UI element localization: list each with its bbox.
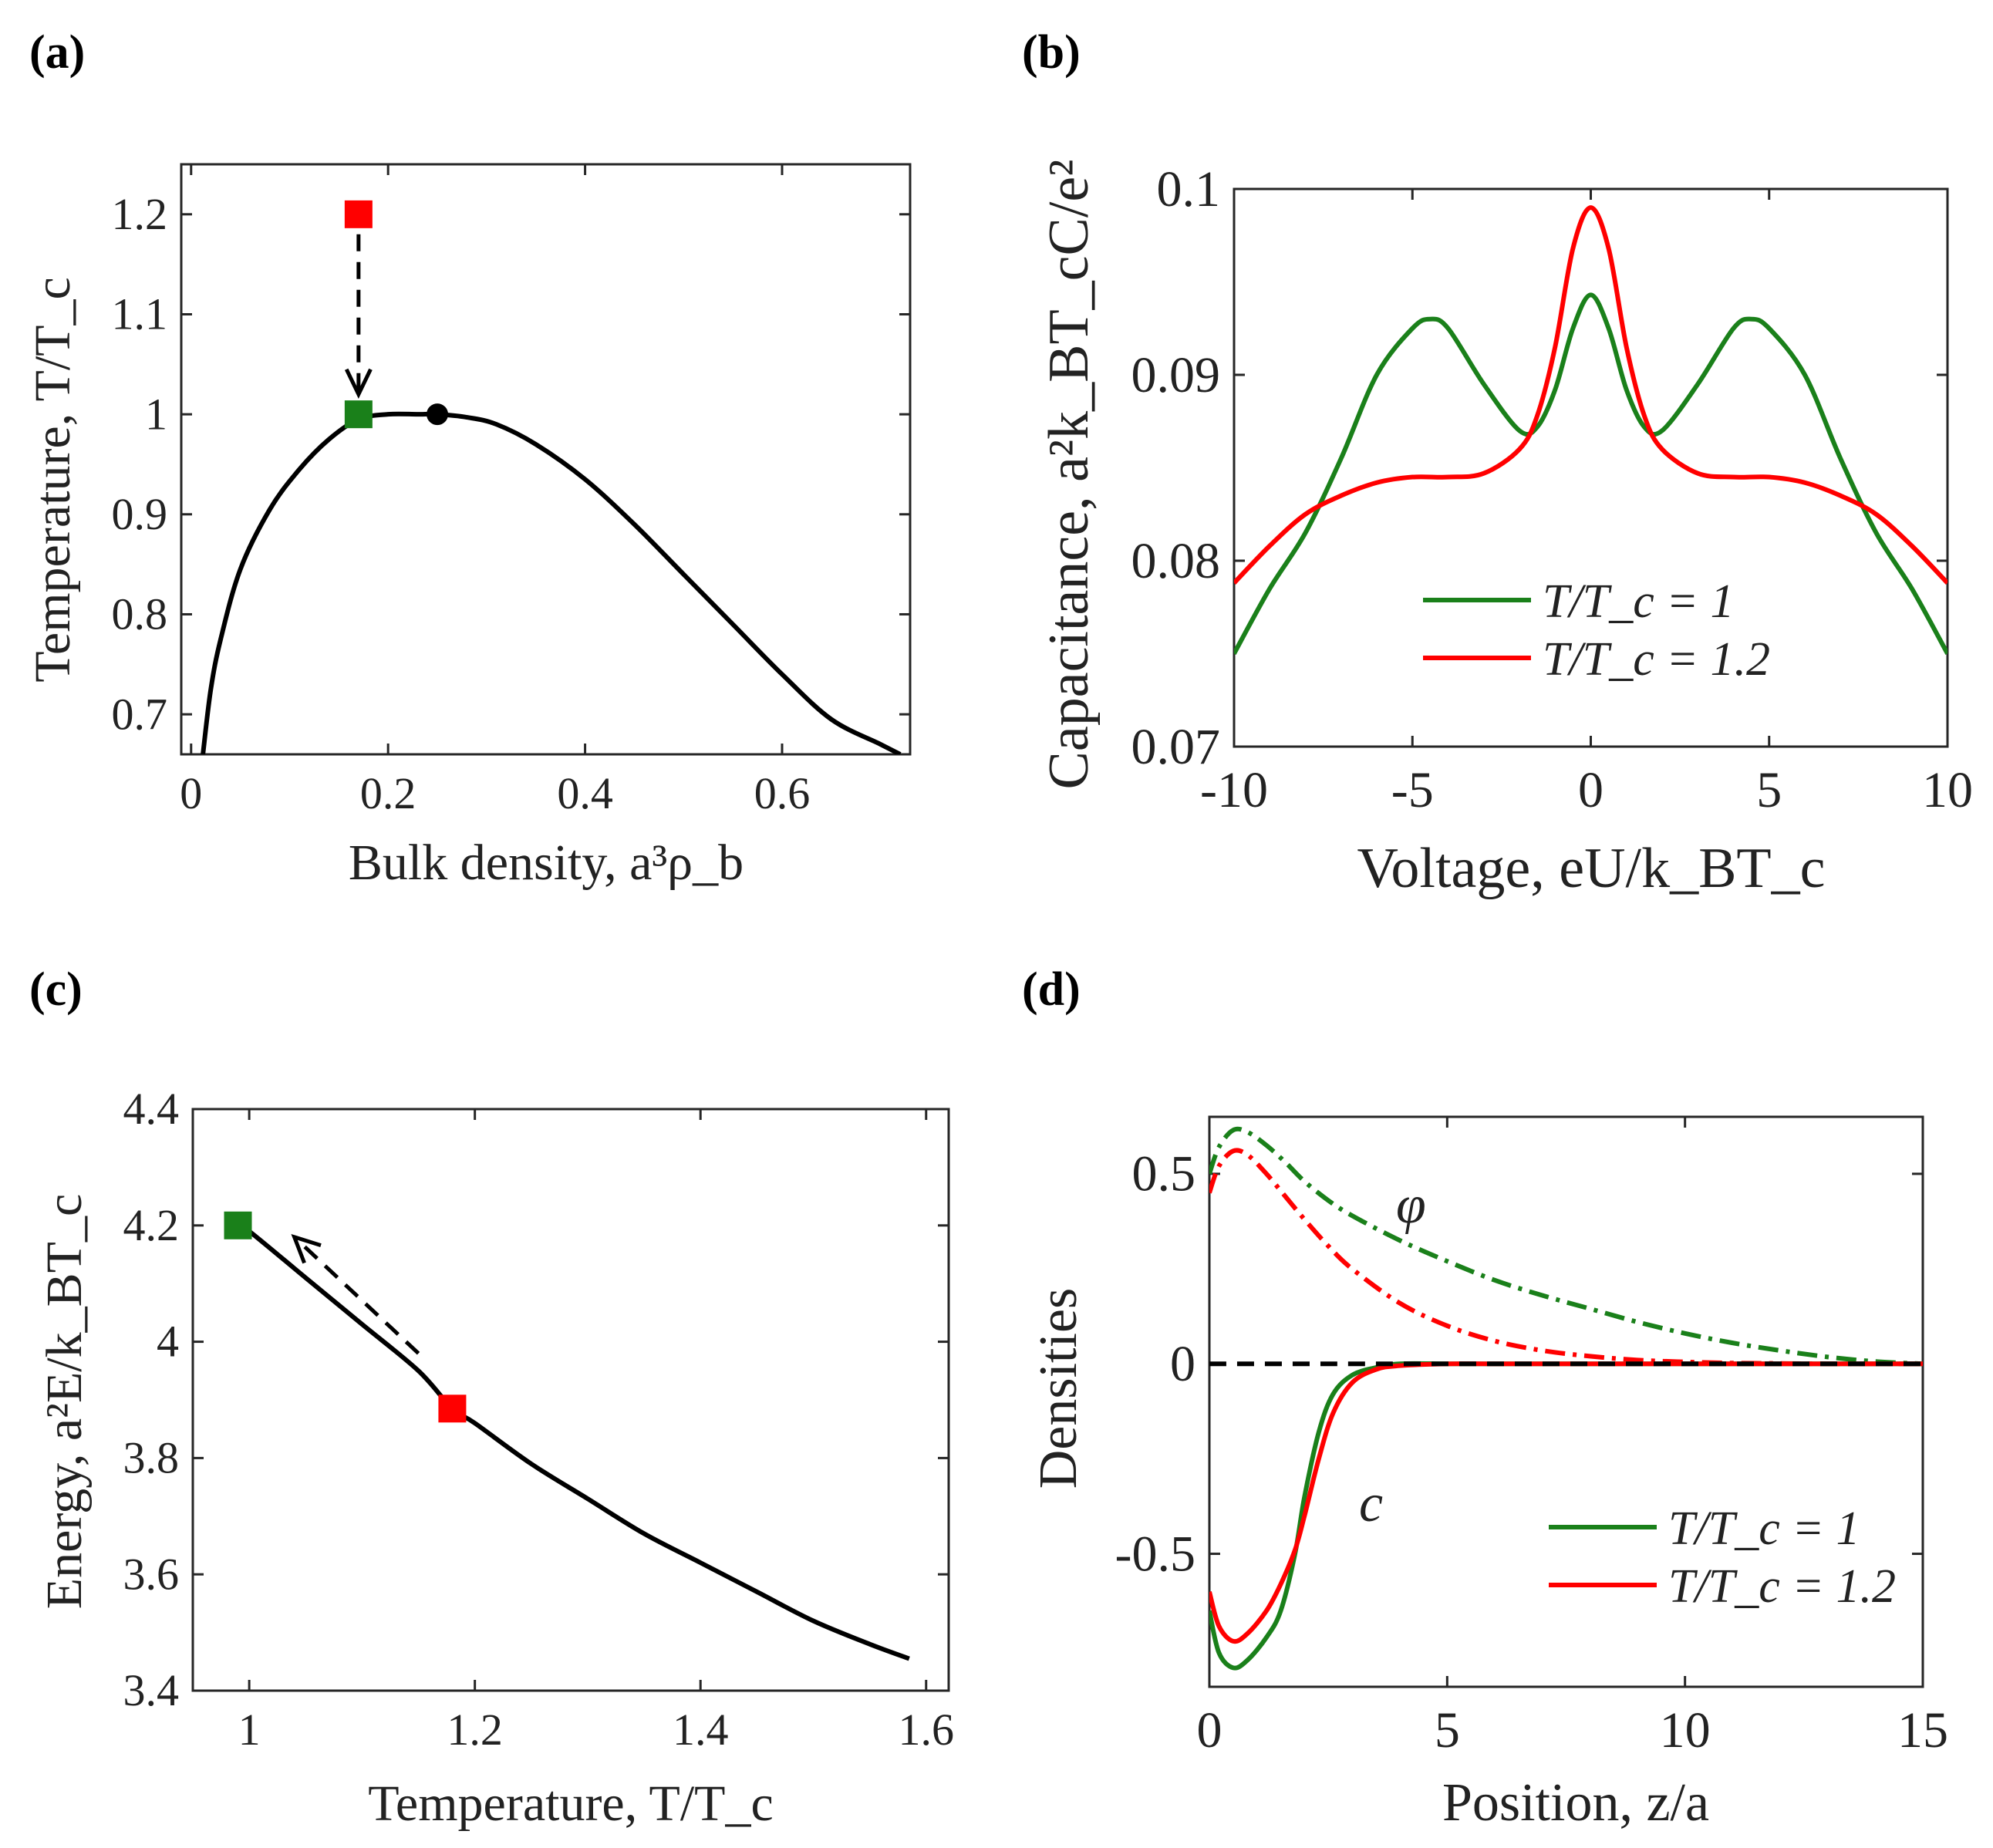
panel-c-label: (c) bbox=[29, 963, 83, 1016]
panel-b-ytick-label: 0.08 bbox=[1131, 533, 1221, 589]
panel-b-series-line bbox=[1234, 205, 1947, 585]
panel-b-ytick-label: 0.09 bbox=[1131, 347, 1221, 403]
panel-c-xtick-label: 1 bbox=[238, 1705, 261, 1755]
panel-c-arrow-shaft bbox=[292, 1236, 420, 1355]
panel-d-ytick-label: 0 bbox=[1170, 1336, 1195, 1392]
panel-b-ylabel: Capacitance, a²k_BT_cC/e² bbox=[1037, 160, 1101, 790]
panel-c-arrow-head bbox=[291, 1233, 322, 1264]
panel-c-axes-frame bbox=[191, 1108, 950, 1692]
panel-d-xtick-label: 5 bbox=[1435, 1702, 1460, 1759]
panel-a-ytick-label: 1 bbox=[145, 389, 167, 439]
panel-c-xtick-label: 1.4 bbox=[673, 1705, 729, 1755]
panel-b-ytick-label: 0.1 bbox=[1157, 161, 1221, 218]
panel-b-xtick-label: 5 bbox=[1756, 762, 1782, 818]
panel-b-xlabel: Voltage, eU/k_BT_c bbox=[1357, 837, 1826, 900]
panel-b-xtick-label: 0 bbox=[1578, 762, 1604, 818]
panel-a-xlabel: Bulk density, a³ρ_b bbox=[349, 835, 744, 891]
panel-d-xtick-label: 10 bbox=[1660, 1702, 1711, 1759]
panel-b-chart: -10 -5 0 5 10 0.07 0.08 0.09 0.1 T/T_c = 1T/T_c =… bbox=[1131, 161, 1974, 818]
panel-c-ylabel: Energy, a²E/k_BT_c bbox=[36, 1194, 93, 1609]
panel-b-xtick-label: -10 bbox=[1200, 762, 1268, 818]
panel-b-xtick-label: 10 bbox=[1922, 762, 1973, 818]
panel-a-axes-frame bbox=[180, 163, 912, 756]
panel-c-chart: 1 1.2 1.4 1.6 3.4 3.6 3.8 4 4.2 4.4 bbox=[123, 1084, 954, 1755]
panel-c-ytick-label: 3.8 bbox=[123, 1433, 180, 1483]
panel-d-series-line bbox=[1209, 1126, 1923, 1367]
panel-a-arrow-head bbox=[344, 368, 373, 399]
panel-c-xlabel: Temperature, T/T_c bbox=[368, 1775, 774, 1832]
panel-d-xtick-label: 0 bbox=[1197, 1702, 1222, 1759]
panel-b-xtick-label: -5 bbox=[1391, 762, 1434, 818]
panel-a-label: (a) bbox=[29, 26, 85, 79]
panel-b-legend-label: T/T_c = 1 bbox=[1543, 575, 1735, 628]
panel-d-axes-frame bbox=[1208, 1115, 1924, 1688]
panel-c-ytick-label: 3.4 bbox=[123, 1665, 180, 1715]
panel-c-xtick-label: 1.6 bbox=[898, 1705, 954, 1755]
panel-c-ytick-label: 4.2 bbox=[123, 1200, 180, 1250]
panel-c-marker-end-state bbox=[224, 1211, 252, 1239]
panel-a-xtick-label: 0.6 bbox=[754, 768, 811, 818]
panel-d-legend-label: T/T_c = 1 bbox=[1668, 1502, 1860, 1555]
panel-d-xtick-label: 15 bbox=[1897, 1702, 1948, 1759]
panel-a-ytick-label: 0.8 bbox=[112, 589, 168, 639]
panel-c-marker-start-state bbox=[438, 1394, 467, 1423]
panel-d-label: (d) bbox=[1022, 963, 1081, 1016]
panel-d-xlabel: Position, z/a bbox=[1442, 1773, 1709, 1833]
panel-a-chart: 0 0.2 0.4 0.6 0.7 0.8 0.9 1 1.1 1.2 bbox=[112, 163, 912, 818]
panel-c-xtick-label: 1.2 bbox=[447, 1705, 503, 1755]
panel-a-ytick-label: 0.7 bbox=[112, 689, 168, 739]
panel-a-ytick-label: 1.1 bbox=[112, 289, 168, 339]
panel-d-legend-label: T/T_c = 1.2 bbox=[1668, 1560, 1896, 1613]
panel-a-xtick-label: 0.2 bbox=[360, 768, 416, 818]
panel-d-ytick-label: 0.5 bbox=[1132, 1146, 1196, 1202]
panel-d-series-line bbox=[1209, 1148, 1923, 1367]
panel-a-xtick-label: 0 bbox=[180, 768, 202, 818]
panel-d-ytick-label: -0.5 bbox=[1115, 1526, 1195, 1582]
panel-b-legend-label: T/T_c = 1.2 bbox=[1543, 633, 1770, 686]
panel-d-chart: 0 5 10 15 -0.5 0 0.5 T/T_c = 1T/T_c = 1.2 bbox=[1115, 1115, 1948, 1759]
panel-c-series-line bbox=[237, 1222, 910, 1661]
panel-a-ytick-label: 0.9 bbox=[112, 489, 168, 539]
panel-a-marker-critical-point bbox=[427, 403, 449, 426]
panel-a-marker-start-state bbox=[344, 200, 373, 228]
panel-c-ytick-label: 3.6 bbox=[123, 1549, 180, 1599]
panel-d-phi-annotation: φ bbox=[1396, 1175, 1426, 1235]
panel-a-ylabel: Temperature, T/T_c bbox=[25, 277, 81, 683]
panel-a-xtick-label: 0.4 bbox=[557, 768, 613, 818]
panel-d-ylabel: Densities bbox=[1029, 1288, 1088, 1489]
panel-a-marker-end-state bbox=[344, 400, 373, 429]
panel-c-ytick-label: 4.4 bbox=[123, 1084, 180, 1134]
panel-a-series-line bbox=[201, 411, 902, 754]
panel-b-label: (b) bbox=[1022, 26, 1081, 79]
panel-d-c-annotation: c bbox=[1359, 1474, 1383, 1533]
panel-c-ytick-label: 4 bbox=[157, 1317, 179, 1367]
panel-b-series-line bbox=[1234, 292, 1947, 655]
panel-a-ytick-label: 1.2 bbox=[112, 189, 168, 239]
panel-b-ytick-label: 0.07 bbox=[1131, 719, 1221, 775]
